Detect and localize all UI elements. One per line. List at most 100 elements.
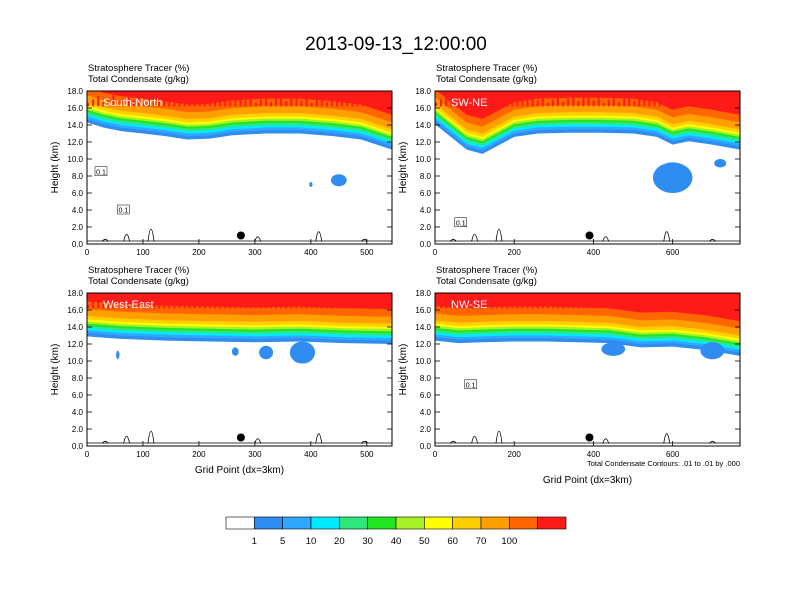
y-tick-label: 10.0 <box>415 357 431 366</box>
y-axis-label: Height (km) <box>50 344 61 396</box>
contour-line <box>147 430 155 444</box>
tracer-streak <box>511 98 514 107</box>
y-tick-label: 0.0 <box>420 442 432 451</box>
y-tick-label: 10.0 <box>67 357 83 366</box>
y-tick-label: 18.0 <box>67 87 83 96</box>
tracer-streak <box>127 296 130 309</box>
tracer-streak <box>320 298 323 309</box>
panel-name: South-North <box>103 97 162 109</box>
tracer-field <box>87 293 392 444</box>
tracer-streak <box>214 304 217 309</box>
tracer-streak <box>694 299 697 309</box>
y-tick-label: 8.0 <box>420 374 432 383</box>
panel-header-condensate: Total Condensate (g/kg) <box>88 74 189 85</box>
tracer-streak <box>643 94 646 107</box>
y-tick-label: 4.0 <box>72 206 84 215</box>
x-tick-label: 400 <box>587 450 601 459</box>
tracer-streak <box>280 297 283 309</box>
tracer-streak <box>699 296 702 309</box>
x-tick-label: 300 <box>248 450 262 459</box>
tracer-blob-0 <box>601 342 626 356</box>
colorbar-label: 60 <box>447 536 458 547</box>
x-tick-label: 100 <box>136 450 150 459</box>
colorbar-swatch <box>537 516 567 530</box>
tracer-streak <box>597 96 600 107</box>
panel-header-tracer: Stratosphere Tracer (%) <box>88 265 189 276</box>
tracer-streak <box>577 303 580 309</box>
x-tick-label: 600 <box>666 450 680 459</box>
contour-footnote: Total Condensate Contours: .01 to .01 by… <box>587 459 740 468</box>
tracer-streak <box>153 96 156 107</box>
tracer-streak <box>300 100 303 107</box>
tracer-streak <box>623 98 626 107</box>
tracer-streak <box>460 297 463 309</box>
tracer-streak <box>450 102 453 107</box>
tracer-streak <box>366 304 369 309</box>
tracer-streak <box>531 296 534 309</box>
tracer-streak <box>285 303 288 309</box>
tracer-streak <box>376 298 379 309</box>
tracer-streak <box>577 101 580 107</box>
contour-label: 0.1 <box>466 382 476 389</box>
tracer-streak <box>229 101 232 107</box>
panel-header-tracer: Stratosphere Tracer (%) <box>88 63 189 74</box>
tracer-streak <box>521 101 524 107</box>
x-tick-label: 0 <box>85 248 90 257</box>
tracer-streak <box>198 102 201 107</box>
y-tick-label: 14.0 <box>415 121 431 130</box>
tracer-streak <box>592 100 595 107</box>
tracer-streak <box>704 302 707 309</box>
tracer-streak <box>193 96 196 107</box>
x-axis-label: Grid Point (dx=3km) <box>543 475 632 486</box>
y-tick-label: 8.0 <box>72 172 84 181</box>
tracer-streak <box>521 303 524 309</box>
tracer-streak <box>648 302 651 309</box>
tracer-streak <box>148 99 150 107</box>
y-tick-label: 2.0 <box>420 425 432 434</box>
tracer-streak <box>435 102 437 107</box>
tracer-streak <box>361 298 364 309</box>
tracer-streak <box>567 98 570 107</box>
plot-frame <box>86 292 393 447</box>
tracer-field: 0.1 <box>435 91 740 242</box>
tracer-streak <box>163 300 166 309</box>
y-tick-label: 12.0 <box>415 138 431 147</box>
tracer-streak <box>270 304 272 309</box>
tracer-streak <box>638 299 641 309</box>
tracer-streak <box>592 302 595 309</box>
tracer-streak <box>612 96 615 107</box>
location-marker <box>236 231 245 240</box>
tracer-streak <box>470 299 473 309</box>
tracer-streak <box>249 298 252 309</box>
y-tick-label: 12.0 <box>67 138 83 147</box>
tracer-streak <box>264 96 267 107</box>
tracer-streak <box>310 102 313 107</box>
panel-name: SW-NE <box>451 97 487 109</box>
tracer-band-10 <box>437 91 740 119</box>
tracer-streak <box>572 95 575 107</box>
tracer-streak <box>168 297 171 309</box>
condensate-contours <box>87 430 392 444</box>
y-tick-label: 16.0 <box>415 104 431 113</box>
contour-line <box>663 231 671 242</box>
tracer-streak <box>638 97 641 107</box>
tracer-streak <box>607 99 610 107</box>
tracer-streak <box>582 97 585 107</box>
tracer-streak <box>137 298 140 309</box>
contour-line <box>315 433 323 444</box>
tracer-blob-1 <box>259 345 274 360</box>
tracer-streak <box>153 298 156 309</box>
tracer-streak <box>381 102 384 107</box>
tracer-streak <box>531 94 534 107</box>
tracer-streak <box>346 299 349 309</box>
condensate-contours <box>87 228 392 242</box>
colorbar-swatch <box>367 516 397 530</box>
contour-label: 0.1 <box>456 220 466 227</box>
tracer-streak <box>117 101 120 107</box>
tracer-streak <box>582 299 585 309</box>
x-tick-label: 300 <box>248 248 262 257</box>
tracer-streak <box>244 302 247 309</box>
tracer-streak <box>188 302 191 309</box>
tracer-streak <box>229 303 232 309</box>
